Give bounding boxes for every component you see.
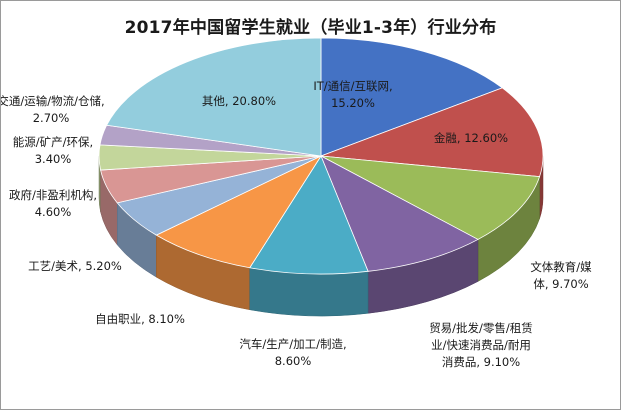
data-label-line: 2.70% — [33, 111, 70, 125]
data-label-line: 文体教育/媒 — [530, 260, 592, 274]
data-label-line: 自由职业, 8.10% — [95, 312, 185, 326]
data-label-10: 其他, 20.80% — [202, 94, 276, 108]
data-label-line: 金融, 12.60% — [434, 131, 508, 145]
slice-0 — [320, 37, 504, 157]
data-label-line: 政府/非盈利机构, — [9, 188, 97, 202]
slice-side-4 — [249, 267, 369, 317]
data-label-8: 能源/矿产/环保, 3.40% — [13, 135, 93, 166]
data-label-1: 金融, 12.60% — [434, 131, 508, 145]
slice-10 — [106, 37, 322, 157]
slice-3 — [320, 155, 479, 272]
data-label-line: 15.20% — [331, 96, 375, 110]
data-label-line: 业/快速消费品/耐用 — [431, 338, 531, 352]
slice-2 — [320, 155, 541, 240]
data-label-line: 8.60% — [275, 354, 312, 368]
pie-sides — [98, 155, 544, 317]
data-label-line: 其他, 20.80% — [202, 94, 276, 108]
data-label-line: 贸易/批发/零售/租赁 — [429, 321, 533, 335]
data-label-line: 汽车/生产/加工/制造, — [239, 337, 346, 351]
data-label-9: 交通/运输/物流/仓储, 2.70% — [1, 94, 105, 125]
data-label-line: 4.60% — [35, 205, 72, 219]
data-label-line: 消费品, 9.10% — [442, 355, 520, 369]
data-label-line: 工艺/美术, 5.20% — [28, 259, 122, 273]
data-label-line: 能源/矿产/环保, — [13, 135, 93, 149]
slice-5 — [155, 155, 323, 269]
data-label-5: 自由职业, 8.10% — [95, 312, 185, 326]
pie-tops — [98, 37, 544, 275]
slice-4 — [249, 155, 369, 275]
data-labels: IT/通信/互联网, 15.20% 金融, 12.60% 文体教育/媒体, 9.70%… — [1, 79, 592, 369]
chart-title: 2017年中国留学生就业（毕业1-3年）行业分布 — [124, 18, 497, 38]
data-label-6: 工艺/美术, 5.20% — [28, 259, 122, 273]
slice-1 — [320, 87, 544, 178]
data-label-line: 3.40% — [35, 152, 72, 166]
data-label-7: 政府/非盈利机构, 4.60% — [9, 188, 97, 219]
data-label-line: 体, 9.70% — [533, 277, 588, 291]
data-label-line: IT/通信/互联网, — [313, 79, 392, 93]
data-label-line: 交通/运输/物流/仓储, — [1, 94, 105, 108]
data-label-3: 贸易/批发/零售/租赁业/快速消费品/耐用消费品, 9.10% — [429, 321, 533, 369]
data-label-2: 文体教育/媒体, 9.70% — [530, 260, 592, 291]
data-label-0: IT/通信/互联网, 15.20% — [313, 79, 392, 110]
data-label-4: 汽车/生产/加工/制造, 8.60% — [239, 337, 346, 368]
